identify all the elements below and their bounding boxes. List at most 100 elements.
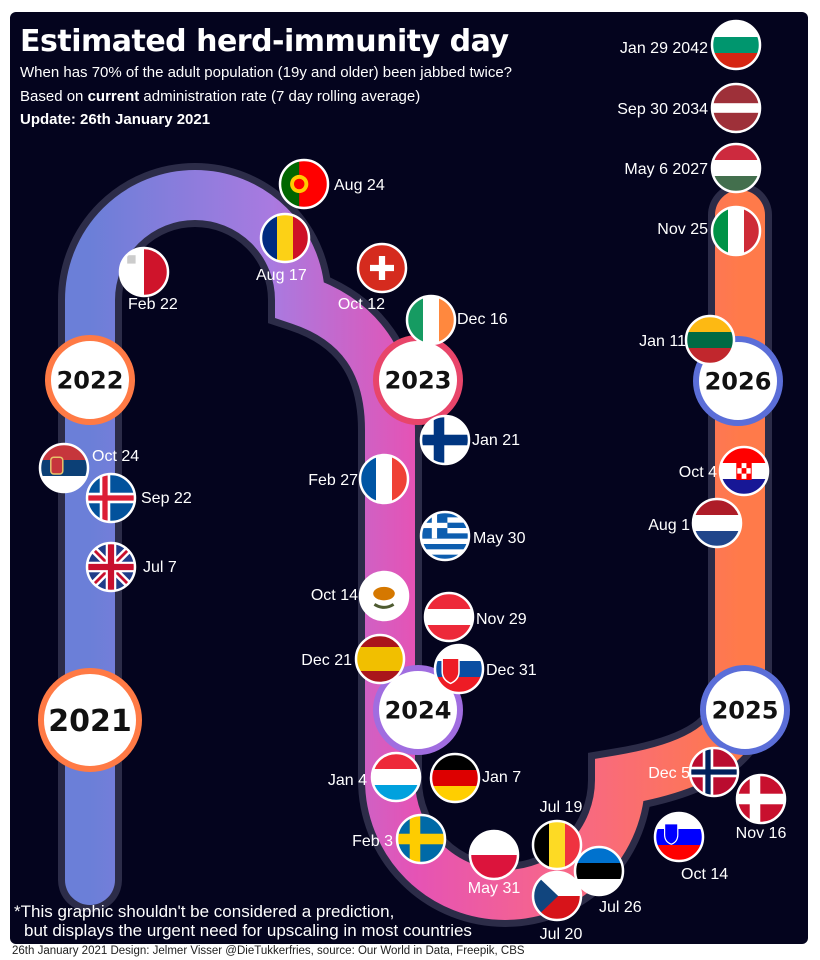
flag-border (531, 870, 583, 922)
country-marker-gr: May 30 (419, 510, 526, 562)
flag-border (354, 633, 406, 685)
date-label: Feb 27 (308, 472, 358, 489)
flag-border (85, 472, 137, 524)
date-label: Aug 17 (256, 267, 307, 284)
country-marker-hr: Oct 4 (679, 445, 770, 497)
flag-border (735, 773, 787, 825)
date-label: Oct 4 (679, 464, 717, 481)
date-label: Jan 21 (472, 432, 520, 449)
country-marker-sk: Dec 31 (433, 643, 537, 695)
flag-border (356, 242, 408, 294)
country-marker-pt: Aug 24 (278, 158, 385, 210)
date-label: May 6 2027 (624, 161, 708, 178)
country-marker-de: Jan 7 (429, 752, 521, 804)
country-marker-ie: Dec 16 (405, 294, 508, 346)
flag-border (684, 314, 736, 366)
country-marker-gb: Jul 7 (85, 541, 177, 593)
date-label: Dec 16 (457, 311, 508, 328)
flag-border (419, 510, 471, 562)
dk-flag-icon (737, 775, 785, 823)
date-label: Jan 29 2042 (620, 40, 708, 57)
year-label: 2022 (57, 367, 124, 395)
subtitle-rate-emphasis: current (87, 88, 140, 105)
date-label: Feb 22 (128, 296, 178, 313)
flag-border (370, 751, 422, 803)
disclaimer-line-2: but displays the urgent need for upscali… (24, 921, 472, 940)
flag-border (691, 497, 743, 549)
flag-border (710, 82, 762, 134)
country-marker-ee: Jul 26 (573, 845, 642, 916)
country-markers: Jul 7 Sep 22 Oct 24 Feb 22 Aug 17 Aug 24 Oct 1… (38, 19, 787, 943)
date-label: Nov 25 (657, 221, 708, 238)
disclaimer-line-1: *This graphic shouldn't be considered a … (14, 902, 395, 921)
date-label: Jan 7 (482, 769, 521, 786)
date-label: Oct 14 (681, 866, 728, 883)
flag-border (433, 643, 485, 695)
date-label: Dec 21 (301, 652, 352, 669)
date-label: Oct 14 (311, 587, 358, 604)
date-label: Feb 3 (352, 833, 393, 850)
date-label: Aug 24 (334, 177, 385, 194)
date-label: Jul 20 (540, 926, 583, 943)
flag-border (710, 142, 762, 194)
date-label: Sep 30 2034 (617, 101, 708, 118)
cy-flag-icon (360, 572, 408, 620)
flag-border (468, 829, 520, 881)
flag-border (573, 845, 625, 897)
country-marker-be: Jul 19 (531, 799, 583, 871)
fi-flag-icon (421, 416, 469, 464)
year-marker-2021: 2021 (38, 668, 142, 772)
flag-border (358, 570, 410, 622)
date-label: Jan 11 (639, 333, 686, 350)
date-label: May 31 (468, 880, 521, 897)
date-label: Oct 12 (338, 296, 385, 313)
flag-border (710, 205, 762, 257)
flag-border (531, 819, 583, 871)
country-marker-is: Sep 22 (85, 472, 192, 524)
flag-border (429, 752, 481, 804)
country-marker-mt: Feb 22 (118, 246, 178, 313)
date-label: Oct 24 (92, 448, 139, 465)
country-marker-rs: Oct 24 (38, 442, 139, 494)
country-marker-nl: Aug 1 (648, 497, 743, 549)
date-label: Nov 16 (736, 825, 787, 842)
country-marker-se: Feb 3 (352, 813, 447, 865)
year-label: 2026 (705, 368, 772, 396)
country-marker-it: Nov 25 (657, 205, 762, 257)
date-label: Jan 4 (328, 772, 367, 789)
subtitle-rate-suffix: administration rate (7 day rolling avera… (139, 88, 421, 105)
year-ring (38, 668, 142, 772)
flag-border (85, 541, 137, 593)
flag-border (118, 246, 170, 298)
date-label: Nov 29 (476, 611, 527, 628)
country-marker-lt: Jan 11 (639, 314, 736, 366)
country-marker-fi: Jan 21 (419, 414, 520, 466)
flag-border (710, 19, 762, 71)
year-label: 2021 (48, 704, 132, 739)
flag-border (718, 445, 770, 497)
country-marker-pl: May 31 (468, 829, 521, 897)
flag-border (38, 442, 90, 494)
year-label: 2025 (712, 697, 779, 725)
country-marker-fr: Feb 27 (308, 453, 410, 505)
es-flag-icon (356, 635, 404, 683)
year-label: 2024 (385, 697, 452, 725)
year-label: 2023 (385, 367, 452, 395)
pt-flag-icon (280, 160, 328, 208)
date-label: Jul 26 (599, 899, 642, 916)
country-marker-lv: Sep 30 2034 (617, 82, 762, 134)
country-marker-cz: Jul 20 (531, 870, 583, 943)
country-marker-cy: Oct 14 (311, 570, 410, 622)
no-flag-icon (690, 748, 738, 796)
flag-border (423, 591, 475, 643)
date-label: Dec 31 (486, 662, 537, 679)
lv-flag-icon (712, 84, 760, 132)
flag-border (395, 813, 447, 865)
footer-credits: 26th January 2021 Design: Jelmer Visser … (12, 945, 525, 957)
country-marker-at: Nov 29 (423, 591, 527, 643)
ch-flag-icon (358, 244, 406, 292)
date-label: Jul 19 (540, 799, 583, 816)
chart-subtitle: When has 70% of the adult population (19… (20, 64, 513, 81)
disclaimer: *This graphic shouldn't be considered a … (14, 902, 472, 940)
year-marker-2025: 2025 (700, 665, 790, 755)
